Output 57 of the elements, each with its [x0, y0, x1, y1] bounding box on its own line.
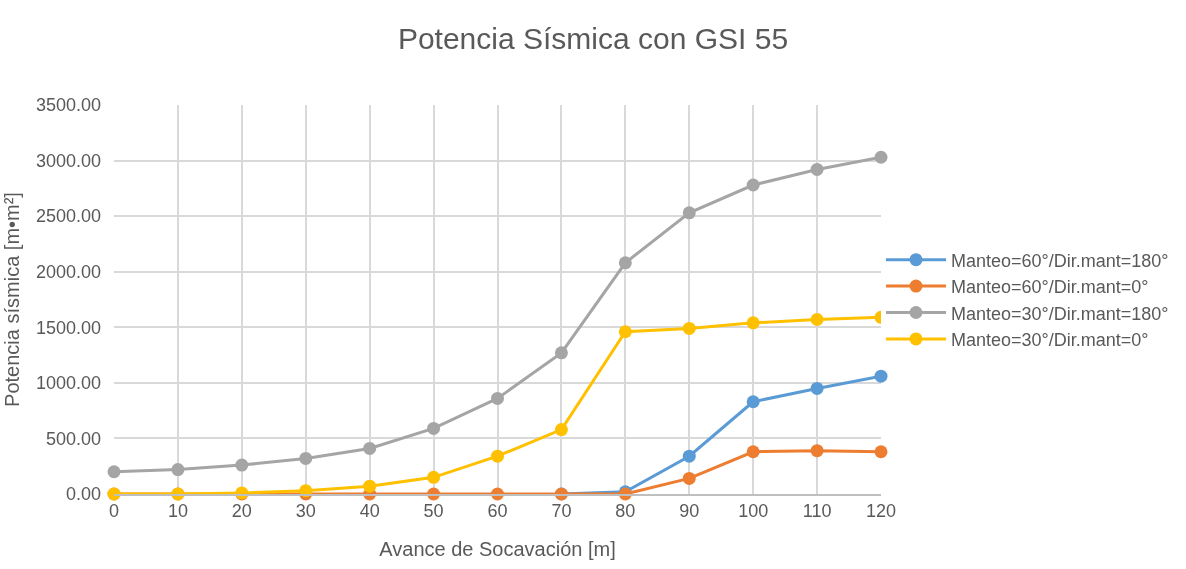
- point: [299, 451, 313, 465]
- point: [874, 369, 888, 383]
- x-tick-label: 100: [738, 501, 769, 522]
- point: [235, 458, 249, 472]
- point: [554, 423, 568, 437]
- x-tick-label: 30: [295, 501, 316, 522]
- point: [682, 471, 696, 485]
- point: [491, 391, 504, 405]
- legend-label: Manteo=30°/Dir.mant=0°: [951, 329, 1149, 350]
- legend-label: Manteo=60°/Dir.mant=180°: [951, 250, 1169, 271]
- point: [171, 463, 185, 477]
- y-tick-label: 3500.00: [35, 95, 101, 116]
- point: [682, 206, 696, 220]
- x-tick-label: 110: [802, 501, 832, 522]
- y-tick-label: 1000.00: [35, 373, 101, 394]
- point: [810, 162, 824, 176]
- y-tick-label: 500.00: [45, 428, 101, 449]
- point: [363, 479, 377, 493]
- x-tick-label: 60: [487, 501, 508, 522]
- chart-title: Potencia Sísmica con GSI 55: [397, 22, 789, 56]
- point: [746, 178, 760, 192]
- y-tick-label: 1500.00: [35, 317, 101, 338]
- x-tick-label: 0: [108, 501, 120, 522]
- legend-label: Manteo=60°/Dir.mant=0°: [951, 277, 1149, 298]
- point: [810, 381, 824, 395]
- y-axis-title: Potencia sísmica [m•m²]: [1, 192, 24, 407]
- point: [746, 316, 760, 330]
- point: [427, 470, 441, 484]
- x-tick-label: 120: [865, 501, 897, 522]
- point: [363, 441, 377, 455]
- point: [427, 421, 441, 435]
- x-tick-label: 70: [551, 501, 572, 522]
- point: [618, 325, 632, 339]
- point: [746, 395, 760, 409]
- x-tick-label: 40: [359, 501, 380, 522]
- y-tick-label: 2000.00: [35, 262, 101, 283]
- x-tick-label: 90: [679, 501, 700, 522]
- x-tick-label: 80: [615, 501, 636, 522]
- point: [682, 449, 696, 463]
- y-tick-label: 0.00: [65, 484, 101, 505]
- point: [107, 465, 121, 479]
- point: [618, 256, 632, 270]
- y-tick-label: 3000.00: [35, 150, 101, 171]
- point: [491, 449, 504, 463]
- x-tick-label: 20: [231, 501, 252, 522]
- point: [810, 313, 824, 326]
- x-tick-label: 10: [167, 501, 188, 522]
- x-axis-title: Avance de Socavación [m]: [379, 538, 616, 561]
- legend-label: Manteo=30°/Dir.mant=180°: [951, 303, 1169, 324]
- point: [746, 445, 760, 459]
- point: [874, 150, 888, 164]
- y-tick-label: 2500.00: [35, 206, 101, 227]
- x-tick-label: 50: [423, 501, 444, 522]
- point: [810, 444, 824, 458]
- point: [682, 321, 696, 335]
- point: [554, 346, 568, 360]
- point: [874, 445, 888, 459]
